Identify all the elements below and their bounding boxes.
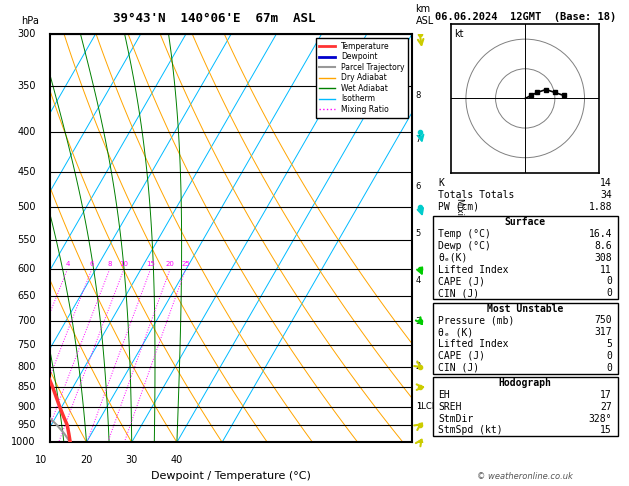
Text: 34: 34 bbox=[600, 190, 612, 200]
Text: Surface: Surface bbox=[504, 217, 546, 227]
Text: kt: kt bbox=[454, 29, 464, 39]
Text: θₑ(K): θₑ(K) bbox=[438, 253, 468, 263]
Text: 350: 350 bbox=[18, 81, 36, 91]
Text: Mixing Ratio (g/kg): Mixing Ratio (g/kg) bbox=[455, 198, 464, 278]
Text: EH: EH bbox=[438, 390, 450, 400]
Text: 7: 7 bbox=[416, 136, 421, 144]
Text: 3: 3 bbox=[416, 317, 421, 326]
Text: 750: 750 bbox=[17, 340, 36, 350]
Text: 700: 700 bbox=[18, 316, 36, 326]
Text: Pressure (mb): Pressure (mb) bbox=[438, 315, 515, 326]
Text: SREH: SREH bbox=[438, 402, 462, 412]
Text: CAPE (J): CAPE (J) bbox=[438, 277, 486, 286]
Text: 500: 500 bbox=[18, 202, 36, 212]
Text: 14: 14 bbox=[600, 178, 612, 188]
Text: 300: 300 bbox=[18, 29, 36, 39]
Text: Dewp (°C): Dewp (°C) bbox=[438, 241, 491, 251]
Text: 11: 11 bbox=[600, 264, 612, 275]
Text: 550: 550 bbox=[17, 235, 36, 244]
Text: 20: 20 bbox=[81, 454, 92, 465]
Text: 16.4: 16.4 bbox=[589, 229, 612, 239]
Text: PW (cm): PW (cm) bbox=[438, 202, 479, 212]
Text: 750: 750 bbox=[594, 315, 612, 326]
Text: 0: 0 bbox=[606, 288, 612, 298]
Text: 328°: 328° bbox=[589, 414, 612, 424]
Text: 8: 8 bbox=[416, 91, 421, 100]
Text: 20: 20 bbox=[165, 261, 175, 267]
Text: 6: 6 bbox=[89, 261, 94, 267]
Text: 800: 800 bbox=[18, 362, 36, 372]
Text: 1LCL: 1LCL bbox=[416, 402, 436, 411]
Text: 850: 850 bbox=[18, 382, 36, 392]
Text: hPa: hPa bbox=[21, 16, 39, 26]
Text: 650: 650 bbox=[18, 291, 36, 301]
Text: Most Unstable: Most Unstable bbox=[487, 304, 564, 313]
Text: Totals Totals: Totals Totals bbox=[438, 190, 515, 200]
Text: 5: 5 bbox=[416, 229, 421, 238]
Bar bbox=[433, 377, 618, 436]
Text: 39°43'N  140°06'E  67m  ASL: 39°43'N 140°06'E 67m ASL bbox=[113, 12, 315, 25]
Text: 1000: 1000 bbox=[11, 437, 36, 447]
Text: 0: 0 bbox=[606, 351, 612, 361]
Text: 10: 10 bbox=[35, 454, 47, 465]
Text: 1: 1 bbox=[416, 402, 421, 411]
Text: 6: 6 bbox=[416, 182, 421, 191]
Text: 15: 15 bbox=[600, 425, 612, 435]
Text: 600: 600 bbox=[18, 264, 36, 274]
Text: 0: 0 bbox=[606, 277, 612, 286]
Text: 5: 5 bbox=[606, 339, 612, 349]
Bar bbox=[433, 303, 618, 374]
Text: Hodograph: Hodograph bbox=[499, 378, 552, 388]
Text: 900: 900 bbox=[18, 401, 36, 412]
Text: 30: 30 bbox=[126, 454, 138, 465]
Text: 25: 25 bbox=[181, 261, 190, 267]
Text: 15: 15 bbox=[146, 261, 155, 267]
Text: 8.6: 8.6 bbox=[594, 241, 612, 251]
Text: 4: 4 bbox=[416, 276, 421, 285]
Legend: Temperature, Dewpoint, Parcel Trajectory, Dry Adiabat, Wet Adiabat, Isotherm, Mi: Temperature, Dewpoint, Parcel Trajectory… bbox=[316, 38, 408, 118]
Text: StmSpd (kt): StmSpd (kt) bbox=[438, 425, 503, 435]
Text: km
ASL: km ASL bbox=[416, 4, 434, 26]
Text: 0: 0 bbox=[606, 363, 612, 373]
Bar bbox=[433, 216, 618, 299]
Text: 308: 308 bbox=[594, 253, 612, 263]
Text: 17: 17 bbox=[600, 390, 612, 400]
Text: 4: 4 bbox=[65, 261, 70, 267]
Text: K: K bbox=[438, 178, 444, 188]
Text: 400: 400 bbox=[18, 126, 36, 137]
Text: © weatheronline.co.uk: © weatheronline.co.uk bbox=[477, 472, 573, 481]
Text: 2: 2 bbox=[416, 362, 421, 371]
Text: 06.06.2024  12GMT  (Base: 18): 06.06.2024 12GMT (Base: 18) bbox=[435, 12, 616, 22]
Text: CAPE (J): CAPE (J) bbox=[438, 351, 486, 361]
Text: Temp (°C): Temp (°C) bbox=[438, 229, 491, 239]
Text: Lifted Index: Lifted Index bbox=[438, 339, 509, 349]
Text: 10: 10 bbox=[120, 261, 128, 267]
Text: 27: 27 bbox=[600, 402, 612, 412]
Text: 317: 317 bbox=[594, 327, 612, 337]
Text: CIN (J): CIN (J) bbox=[438, 288, 479, 298]
Text: CIN (J): CIN (J) bbox=[438, 363, 479, 373]
Text: Dewpoint / Temperature (°C): Dewpoint / Temperature (°C) bbox=[151, 471, 311, 481]
Text: Lifted Index: Lifted Index bbox=[438, 264, 509, 275]
Text: 450: 450 bbox=[18, 167, 36, 176]
Text: 40: 40 bbox=[171, 454, 183, 465]
Text: 950: 950 bbox=[18, 420, 36, 430]
Text: 8: 8 bbox=[108, 261, 112, 267]
Text: θₑ (K): θₑ (K) bbox=[438, 327, 474, 337]
Text: StmDir: StmDir bbox=[438, 414, 474, 424]
Text: 1.88: 1.88 bbox=[589, 202, 612, 212]
